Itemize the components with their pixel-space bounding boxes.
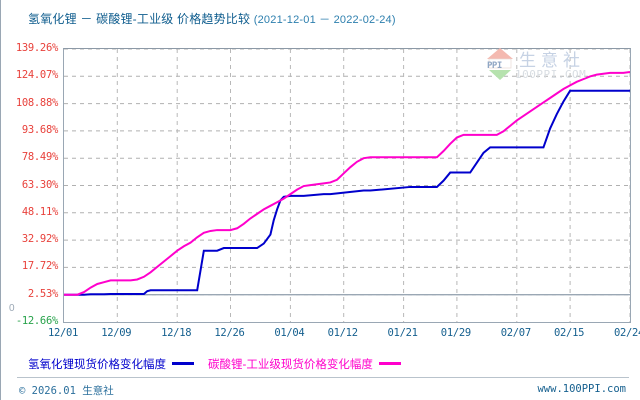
x-axis-tick-label: 12/01	[47, 327, 79, 339]
copyright-text: © 2026.01 生意社	[19, 385, 114, 397]
series-line-1	[64, 89, 630, 296]
chart-title-daterange: (2021-12-01 － 2022-02-24)	[253, 14, 396, 26]
x-axis-tick-label: 01/12	[327, 327, 358, 339]
chart-canvas	[64, 49, 630, 322]
legend-color-swatch	[378, 361, 401, 365]
legend-item-1[interactable]: 氢氧化锂现货价格变化幅度	[28, 356, 194, 372]
y-axis-tick-label: 139.26%	[15, 42, 58, 54]
y-axis-tick-label: 48.11%	[21, 205, 58, 218]
legend-item-label: 碳酸锂-工业级现货价格变化幅度	[208, 359, 373, 371]
y-axis-tick-label: 93.68%	[21, 123, 58, 136]
legend-item-label: 氢氧化锂现货价格变化幅度	[28, 359, 166, 371]
x-axis-tick-label: 01/29	[440, 327, 471, 339]
footer-divider	[17, 377, 629, 378]
plot-area	[63, 48, 631, 323]
y-axis-tick-label: 78.49%	[21, 151, 58, 164]
y-axis-tick-label: 2.53%	[27, 287, 58, 300]
page-title: 氢氧化锂 － 碳酸锂-工业级 价格趋势比较 (2021-12-01 － 2022…	[28, 10, 396, 27]
x-axis-tick-label: 01/04	[274, 327, 305, 339]
zero-axis-marker: 0	[9, 303, 15, 314]
y-axis-tick-label: 124.07%	[15, 69, 58, 82]
chart-legend: 氢氧化锂现货价格变化幅度 碳酸锂-工业级现货价格变化幅度	[28, 356, 415, 372]
x-axis-tick-label: 12/18	[161, 327, 192, 339]
y-axis-tick-label: 17.72%	[21, 260, 58, 273]
legend-item-2[interactable]: 碳酸锂-工业级现货价格变化幅度	[208, 356, 401, 372]
site-url-link[interactable]: www.100PPI.com	[537, 383, 626, 395]
legend-color-swatch	[172, 361, 194, 365]
y-axis-tick-label: 32.92%	[21, 233, 58, 246]
x-axis-tick-label: 02/07	[500, 327, 531, 339]
chart-title-main: 氢氧化锂 － 碳酸锂-工业级 价格趋势比较	[28, 12, 251, 26]
y-axis-tick-label: -12.66%	[15, 315, 58, 327]
x-axis-tick-label: 12/26	[214, 327, 245, 339]
x-axis-tick-label: 02/24	[613, 327, 640, 339]
y-axis-tick-label: 63.30%	[21, 178, 58, 191]
x-axis-tick-label: 01/21	[387, 327, 418, 339]
x-axis-tick-label: 02/15	[554, 327, 585, 339]
series-line-2	[64, 70, 630, 296]
y-axis-tick-label: 108.88%	[15, 96, 58, 109]
x-axis-tick-label: 12/09	[101, 327, 132, 339]
